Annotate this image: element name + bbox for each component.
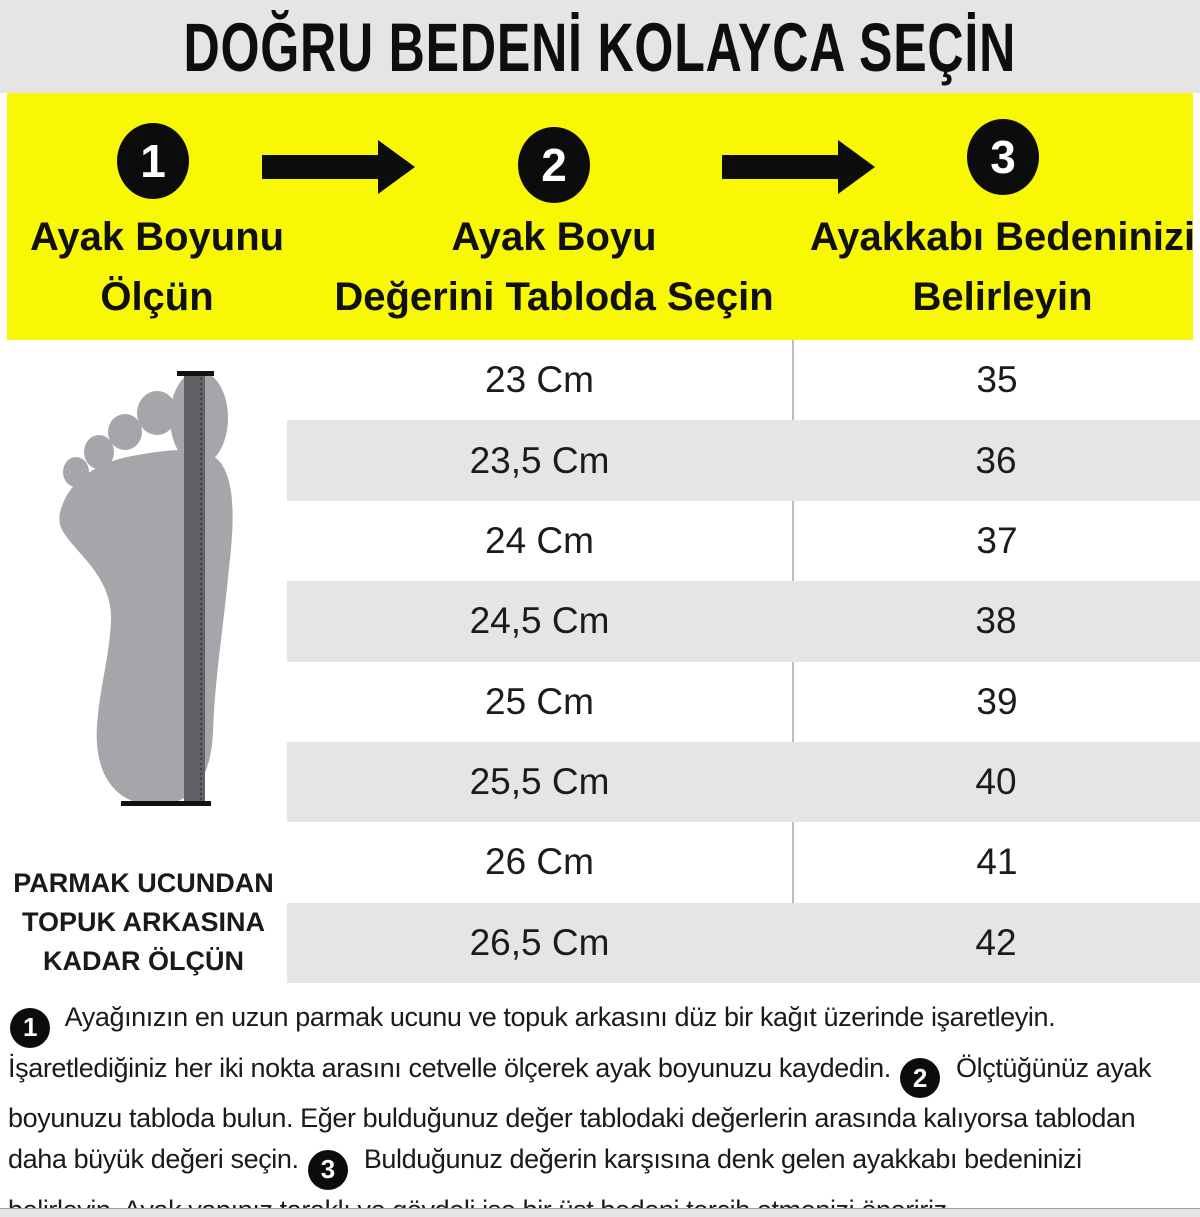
foot-caption-line3: KADAR ÖLÇÜN (43, 946, 244, 976)
shoe-size-cell: 39 (792, 661, 1200, 742)
step-2-label-line1: Ayak Boyu (451, 215, 657, 259)
step-2-label-line2: Değerini Tabloda Seçin (334, 275, 774, 319)
shoe-size-cell: 37 (792, 500, 1200, 582)
foot-measure-panel: PARMAK UCUNDAN TOPUK ARKASINA KADAR ÖLÇÜ… (0, 340, 287, 983)
step-2-label: Ayak Boyu Değerini Tabloda Seçin (304, 207, 804, 327)
foot-length-cell: 24,5 Cm (469, 600, 610, 642)
foot-length-cell: 25,5 Cm (469, 761, 610, 803)
step-1-number: 1 (140, 135, 166, 187)
content-area: PARMAK UCUNDAN TOPUK ARKASINA KADAR ÖLÇÜ… (0, 340, 1200, 983)
shoe-size-cell: 38 (975, 600, 1017, 642)
table-row: 23 Cm 35 (287, 340, 1200, 421)
table-row: 25,5 Cm 40 (287, 741, 1200, 823)
step-1-number-badge: 1 (117, 123, 189, 199)
foot-caption-line1: PARMAK UCUNDAN (13, 868, 274, 898)
steps-banner: 1 2 3 Ayak Boyunu Ölçün Ayak Boyu (7, 93, 1195, 340)
step-3-label-line1: Ayakkabı Bedeninizi (809, 215, 1196, 259)
step-1-label: Ayak Boyunu Ölçün (7, 207, 307, 327)
table-row: 26 Cm 41 (287, 822, 1200, 903)
foot-measure-illustration-icon (59, 371, 233, 806)
size-table: 23 Cm 35 23,5 Cm 36 24 Cm 37 24,5 Cm 38 25 Cm 39 2… (287, 340, 1200, 983)
step-2-number-badge: 2 (518, 127, 590, 203)
table-row: 26,5 Cm 42 (287, 902, 1200, 983)
step-1-label-line1: Ayak Boyunu (29, 215, 285, 259)
foot-caption: PARMAK UCUNDAN TOPUK ARKASINA KADAR ÖLÇÜ… (0, 864, 287, 981)
inline-step-badge: 1 (10, 1007, 50, 1048)
footnote-segment: Bulduğunuz değerin karşısına denk gelen … (8, 1144, 1082, 1208)
table-row: 24,5 Cm 38 (287, 581, 1200, 662)
shoe-size-cell: 42 (975, 921, 1017, 963)
shoe-size-cell: 36 (975, 439, 1017, 481)
steps-banner-outer: 1 2 3 Ayak Boyunu Ölçün Ayak Boyu (0, 93, 1200, 340)
footnote-segment: Ölçtüğünüz ayak boyunuzu tabloda bulun. … (8, 1052, 1152, 1175)
foot-length-cell: 26 Cm (485, 841, 594, 883)
foot-caption-line2: TOPUK ARKASINA (21, 907, 265, 937)
foot-length-cell: 26,5 Cm (469, 921, 610, 963)
step-3-label-line2: Belirleyin (912, 275, 1093, 319)
page-title: DOĞRU BEDENİ KOLAYCA SEÇİN (183, 8, 1017, 85)
foot-length-cell: 24 Cm (485, 519, 594, 561)
arrow-right-icon (722, 140, 875, 194)
inline-step-badge: 2 (899, 1058, 940, 1098)
inline-step-badge: 3 (307, 1149, 348, 1190)
step-3-number: 3 (990, 131, 1016, 183)
shoe-size-cell: 41 (792, 822, 1200, 903)
table-row: 24 Cm 37 (287, 500, 1200, 582)
table-row: 25 Cm 39 (287, 661, 1200, 742)
foot-length-cell: 25 Cm (485, 680, 594, 722)
step-3-number-badge: 3 (967, 119, 1039, 195)
foot-length-cell: 23 Cm (485, 359, 594, 401)
step-2-number: 2 (541, 139, 567, 191)
shoe-size-cell: 35 (792, 340, 1200, 421)
title-bar: DOĞRU BEDENİ KOLAYCA SEÇİN (0, 0, 1200, 93)
table-row: 23,5 Cm 36 (287, 420, 1200, 501)
footnote-text: 1 Ayağınızın en uzun parmak ucunu ve top… (0, 983, 1200, 1208)
footnote-segment: Ayağınızın en uzun parmak ucunu ve topuk… (8, 1002, 1056, 1083)
step-3-label: Ayakkabı Bedeninizi Belirleyin (798, 207, 1200, 327)
foot-length-cell: 23,5 Cm (469, 439, 610, 481)
bottom-strip (0, 1208, 1200, 1217)
arrow-right-icon (262, 140, 415, 194)
step-1-label-line2: Ölçün (100, 275, 214, 319)
shoe-size-cell: 40 (975, 761, 1017, 803)
